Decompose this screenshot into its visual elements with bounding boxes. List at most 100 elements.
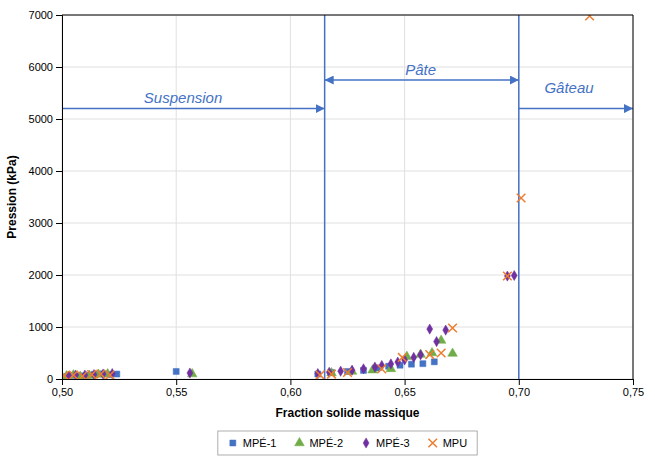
x-axis: 0,50 0,55 0,60 0,65 0,70 0,75 — [52, 379, 644, 398]
legend-item: MPÉ-2 — [295, 437, 343, 449]
y-tick: 3000 — [29, 217, 62, 229]
y-tick-mark — [56, 275, 62, 276]
legend-label: MPÉ-1 — [243, 437, 277, 449]
y-tick-label: 1000 — [29, 321, 53, 333]
y-tick-mark — [56, 327, 62, 328]
point — [338, 366, 344, 376]
legend-label: MPÉ-2 — [309, 437, 343, 449]
x-tick-label: 0,65 — [394, 386, 415, 398]
y-tick-mark — [56, 67, 62, 68]
x-tick: 0,50 — [52, 379, 73, 398]
x-tick: 0,55 — [166, 379, 187, 398]
annotation-arrow — [62, 108, 325, 110]
x-tick-label: 0,55 — [166, 386, 187, 398]
y-tick-label: 0 — [47, 373, 53, 385]
y-tick-label: 6000 — [29, 61, 53, 73]
frame-right — [633, 15, 634, 379]
point — [327, 370, 336, 379]
grid-line-y — [62, 171, 633, 172]
grid-line-y — [62, 327, 633, 328]
point — [106, 371, 115, 379]
y-tick: 4000 — [29, 165, 62, 177]
x-axis-line — [63, 380, 634, 386]
legend-item: MPÉ-1 — [230, 437, 277, 449]
grid-line-y — [62, 15, 633, 16]
point — [361, 364, 367, 374]
y-tick-label: 4000 — [29, 165, 53, 177]
point — [448, 348, 458, 356]
y-tick: 0 — [47, 373, 62, 385]
point — [343, 368, 352, 377]
point — [434, 336, 440, 346]
point — [448, 324, 457, 333]
point — [187, 368, 193, 378]
legend-item: MPÉ-3 — [363, 437, 410, 449]
annotation-arrow — [325, 79, 519, 81]
point — [431, 359, 437, 365]
legend-symbol — [295, 437, 305, 445]
point — [97, 370, 106, 379]
x-tick-mark — [405, 379, 406, 385]
y-tick: 6000 — [29, 61, 62, 73]
frame-top — [62, 15, 633, 16]
x-tick: 0,65 — [394, 379, 415, 398]
point — [388, 359, 394, 369]
data-area — [62, 15, 633, 379]
grid-line-x — [176, 15, 177, 379]
y-tick: 1000 — [29, 321, 62, 333]
point — [420, 361, 426, 367]
point — [372, 362, 378, 372]
x-tick-mark — [633, 379, 634, 385]
chart: 0,50 0,55 0,60 0,65 0,70 0,75 0 1000 2000 3000 400… — [0, 0, 655, 474]
point — [437, 349, 446, 358]
point — [503, 272, 512, 281]
point — [173, 368, 179, 374]
y-tick: 7000 — [29, 9, 62, 21]
annotation: Gâteau — [544, 79, 594, 96]
series — [64, 359, 438, 379]
y-axis-line — [56, 16, 63, 380]
point — [425, 350, 434, 359]
series — [62, 335, 457, 379]
point — [517, 194, 526, 203]
point — [316, 371, 325, 379]
grid — [62, 15, 633, 379]
x-tick: 0,70 — [509, 379, 530, 398]
point — [585, 15, 594, 20]
legend-frame — [218, 431, 477, 455]
point — [87, 370, 96, 379]
vertical-line — [324, 15, 326, 379]
annotation: Pâte — [405, 61, 436, 78]
y-axis: 0 1000 2000 3000 4000 5000 6000 7000 — [29, 9, 63, 385]
annotation: Suspension — [144, 89, 222, 106]
x-tick-mark — [519, 379, 520, 385]
legend-label: MPU — [443, 437, 468, 449]
grid-line-x — [290, 15, 291, 379]
legend-symbol — [363, 438, 369, 448]
y-tick-label: 7000 — [29, 9, 53, 21]
x-tick: 0,75 — [623, 379, 644, 398]
y-tick-label: 5000 — [29, 113, 53, 125]
grid-line-y — [62, 275, 633, 276]
legend: MPÉ-1 MPÉ-2 MPÉ-3 MPU — [218, 431, 477, 455]
y-tick-mark — [56, 15, 62, 16]
grid-line-y — [62, 223, 633, 224]
point — [69, 371, 78, 379]
grid-line-x — [633, 15, 634, 379]
x-tick: 0,60 — [280, 379, 301, 398]
x-tick-mark — [290, 379, 291, 385]
x-tick-label: 0,75 — [623, 386, 644, 398]
point — [398, 353, 407, 362]
x-axis-title: Fraction solide massique — [275, 406, 419, 420]
legend-symbol — [230, 440, 236, 446]
y-tick: 2000 — [29, 269, 62, 281]
y-axis-title: Pression (kPa) — [5, 155, 19, 238]
legend-item: MPU — [428, 437, 467, 449]
y-tick-mark — [56, 171, 62, 172]
point — [78, 372, 87, 379]
legend-symbol — [428, 439, 437, 448]
point — [427, 324, 433, 334]
point — [411, 352, 417, 362]
point — [395, 357, 401, 367]
plot: 0,50 0,55 0,60 0,65 0,70 0,75 0 1000 2000 3000 400… — [5, 9, 644, 455]
